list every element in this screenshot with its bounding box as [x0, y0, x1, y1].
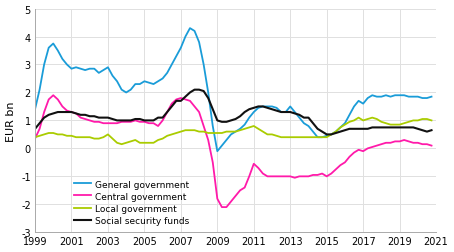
- Local government: [32, 136, 38, 139]
- Line: Social security funds: Social security funds: [35, 90, 431, 135]
- General government: [215, 150, 220, 153]
- Central government: [146, 122, 152, 125]
- Social security funds: [324, 133, 330, 136]
- General government: [429, 96, 434, 99]
- General government: [274, 107, 279, 110]
- Local government: [356, 117, 361, 120]
- Line: Central government: Central government: [35, 96, 431, 207]
- General government: [146, 82, 152, 85]
- Social security funds: [192, 89, 197, 92]
- Social security funds: [351, 128, 357, 131]
- Central government: [429, 144, 434, 147]
- Central government: [50, 94, 56, 97]
- Local government: [233, 131, 238, 134]
- Social security funds: [32, 128, 38, 131]
- Local government: [269, 133, 275, 136]
- General government: [187, 27, 192, 30]
- Social security funds: [142, 119, 147, 122]
- Local government: [146, 142, 152, 145]
- Local government: [119, 143, 124, 146]
- Central government: [219, 206, 225, 209]
- Local government: [41, 133, 47, 136]
- Central government: [41, 111, 47, 114]
- Y-axis label: EUR bn: EUR bn: [5, 101, 15, 141]
- Social security funds: [146, 119, 152, 122]
- Local government: [429, 119, 434, 122]
- Social security funds: [41, 117, 47, 120]
- Central government: [237, 189, 243, 192]
- Central government: [274, 175, 279, 178]
- Social security funds: [269, 108, 275, 111]
- Local government: [151, 142, 156, 145]
- Local government: [347, 121, 352, 124]
- Social security funds: [429, 129, 434, 132]
- Central government: [32, 138, 38, 141]
- General government: [142, 80, 147, 83]
- Central government: [351, 151, 357, 154]
- Central government: [151, 122, 156, 125]
- General government: [237, 128, 243, 131]
- General government: [32, 108, 38, 111]
- Line: Local government: Local government: [35, 118, 431, 145]
- Social security funds: [233, 118, 238, 121]
- General government: [351, 106, 357, 109]
- Line: General government: General government: [35, 29, 431, 151]
- Legend: General government, Central government, Local government, Social security funds: General government, Central government, …: [72, 177, 192, 228]
- General government: [41, 64, 47, 67]
